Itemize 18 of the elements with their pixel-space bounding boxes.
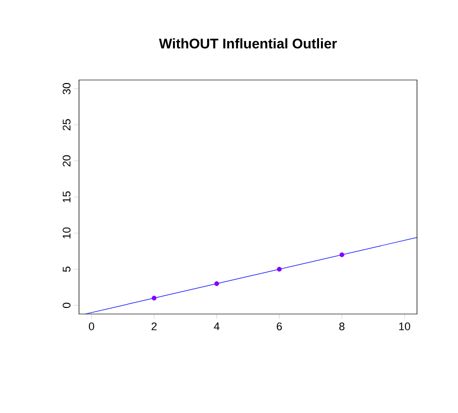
x-tick-label: 2 — [152, 322, 157, 330]
y-tick-label: 20 — [62, 155, 70, 166]
y-tick-label: 5 — [62, 266, 70, 272]
x-tick-label: 0 — [88, 322, 94, 330]
x-tick-label: 4 — [214, 322, 220, 330]
y-tick-label: 25 — [62, 119, 70, 130]
point — [214, 281, 220, 286]
chart-title: WithOUT Influential Outlier — [158, 38, 337, 49]
y-tick-label: 10 — [62, 227, 70, 238]
point — [340, 252, 344, 258]
point — [276, 266, 282, 272]
x-tick-label: 6 — [276, 322, 282, 330]
point — [152, 296, 157, 300]
x-tick-label: 8 — [339, 322, 344, 330]
x-tick-label: 10 — [399, 322, 410, 330]
y-tick-label: 15 — [62, 191, 70, 202]
y-tick-label: 30 — [62, 83, 70, 94]
y-tick-label: 0 — [62, 302, 70, 308]
